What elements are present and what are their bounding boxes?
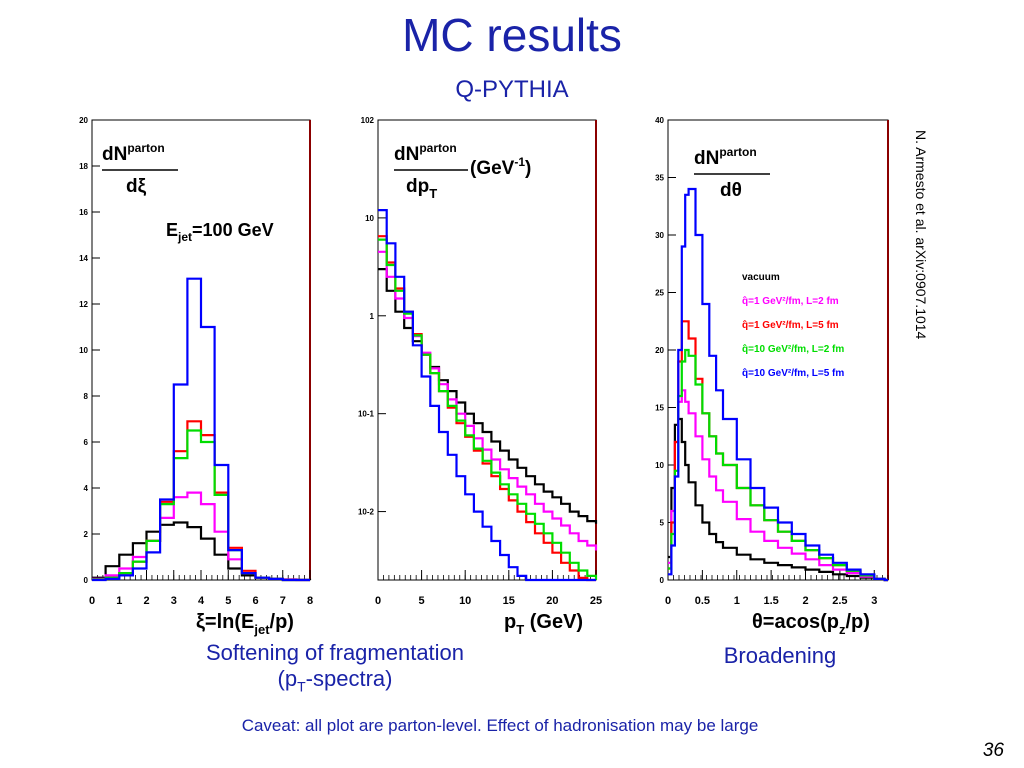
caption-left-line2-post: -spectra) [305,666,393,691]
theta-ytick-label: 30 [655,231,664,240]
xi-xtick-label: 8 [307,595,313,607]
theta-legend-q1L2: q̂=1 GeV²/fm, L=2 fm [742,296,839,307]
xi-plot-frame [91,119,311,581]
xi-ytick-label: 10 [79,346,88,355]
theta-xtick-label: 2 [802,595,808,607]
citation-vertical: N. Armesto et al. arXiv:0907.1014 [905,130,935,410]
theta-xtick-label: 1.5 [763,595,778,607]
theta-plot-frame [667,119,889,581]
xi-ytick-label: 18 [79,162,88,171]
citation-text: N. Armesto et al. arXiv:0907.1014 [913,130,929,340]
xi-xtick-label: 1 [116,595,122,607]
xi-xtick-label: 5 [225,595,231,607]
theta-legend-q10L2: q̂=10 GeV²/fm, L=2 fm [742,344,844,355]
pt-xtick-label: 5 [419,595,425,607]
pt-yticks: 10-2 10-1 1 10 102 [358,116,386,517]
xi-ylabel-denominator: dξ [126,176,147,197]
theta-ytick-label: 10 [655,461,664,470]
pt-xtick-label: 25 [590,595,602,607]
xi-xtick-label: 7 [280,595,286,607]
xi-xtick-label: 6 [252,595,258,607]
xi-ytick-label: 20 [79,116,88,125]
pt-series-vacuum [378,268,598,524]
theta-ytick-label: 35 [655,174,664,183]
theta-series-vacuum [668,417,888,582]
pt-series [378,209,598,582]
theta-xlabel: θ=acos(pz/p) [752,611,870,637]
theta-ytick-label: 0 [660,576,665,585]
caption-right: Broadening [723,643,837,668]
page-number: 36 [982,740,1004,761]
pt-ytick-label: 10-1 [358,410,375,419]
xi-ytick-label: 12 [79,300,88,309]
pt-ytick-label: 10-2 [358,508,375,517]
slide-title: MC results [402,9,622,61]
theta-legend-q10L5: q̂=10 GeV²/fm, L=5 fm [742,368,844,379]
theta-yticks: 0 5 10 15 20 25 30 35 40 [655,116,676,585]
pt-ytick-label: 1 [370,312,375,321]
pt-plot-frame [377,119,597,581]
theta-series-q10L5 [668,187,888,582]
theta-xticks: 0 0.5 1 1.5 2 2.5 3 [665,570,889,607]
theta-ytick-label: 20 [655,346,664,355]
caption-left-line2: (pT-spectra) [160,666,510,694]
pt-ytick-label: 102 [361,116,375,125]
xi-ytick-label: 4 [84,484,89,493]
theta-xtick-label: 2.5 [832,595,847,607]
xi-series [92,277,312,582]
pt-series-q1L5 [378,235,596,582]
caption-left-line1: Softening of fragmentation [205,640,465,665]
caveat-text: Caveat: all plot are parton-level. Effec… [241,716,759,735]
caption-left: Softening of fragmentation (pT-spectra) [160,640,510,694]
pt-series-q10L2 [378,238,598,580]
theta-legend-q1L5: q̂=1 GeV²/fm, L=5 fm [742,320,839,331]
xi-ytick-label: 0 [84,576,89,585]
slide-subtitle: Q-PYTHIA [455,76,569,103]
pt-spectrum-chart: 10-2 10-1 1 10 102 0 5 10 15 20 25 dNparton dpT (… [336,108,608,648]
xi-ytick-label: 14 [79,254,88,263]
theta-ylabel-denominator: dθ [720,180,742,201]
theta-ytick-label: 15 [655,404,664,413]
xi-yticks: 0 2 4 6 8 10 12 14 16 18 20 [79,116,100,585]
pt-ytick-label: 10 [365,214,374,223]
pt-xtick-label: 15 [503,595,515,607]
xi-xtick-label: 2 [143,595,149,607]
pt-xtick-label: 10 [459,595,471,607]
theta-series [668,187,888,582]
theta-legend-vacuum: vacuum [742,272,780,283]
theta-xtick-label: 0.5 [695,595,710,607]
xi-ytick-label: 6 [84,438,89,447]
pt-xtick-label: 0 [375,595,381,607]
xi-xlabel: ξ=ln(Ejet/p) [196,611,294,637]
xi-ytick-label: 2 [84,530,89,539]
pt-xlabel: pT (GeV) [504,611,583,637]
theta-xtick-label: 1 [734,595,740,607]
theta-distribution-chart: 0 5 10 15 20 25 30 35 40 0 0.5 1 1.5 2 2.5 3 dNparton … [620,108,892,648]
theta-xtick-label: 3 [871,595,877,607]
xi-xtick-label: 4 [198,595,205,607]
xi-ytick-label: 8 [84,392,89,401]
xi-xtick-label: 0 [89,595,95,607]
pt-xtick-label: 20 [546,595,558,607]
theta-ytick-label: 40 [655,116,664,125]
theta-xtick-label: 0 [665,595,671,607]
caption-left-line2-pre: (p [277,666,298,691]
xi-ytick-label: 16 [79,208,88,217]
xi-series-q10L5 [92,277,310,582]
theta-ytick-label: 25 [655,289,664,298]
xi-xtick-label: 3 [171,595,177,607]
pt-series-q10L5 [378,209,596,582]
theta-legend: vacuum q̂=1 GeV²/fm, L=2 fm q̂=1 GeV²/fm, … [742,272,844,379]
caption-left-line2-sub: T [297,678,306,695]
theta-ytick-label: 5 [660,519,665,528]
